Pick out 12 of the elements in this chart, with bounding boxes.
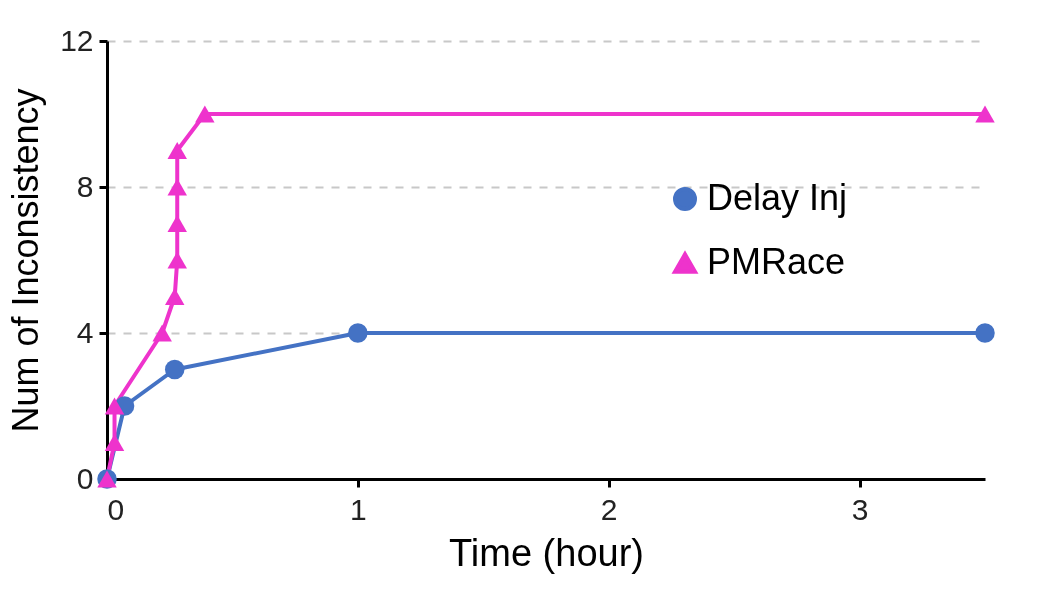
y-tick-label: 8 — [76, 169, 94, 203]
legend-label: Delay Inj — [707, 177, 848, 218]
x-tick-label: 2 — [600, 492, 618, 526]
y-tick-label: 0 — [76, 461, 94, 495]
y-tick-label: 4 — [76, 315, 94, 349]
x-tick-label: 1 — [350, 492, 367, 526]
legend-label: PMRace — [707, 241, 846, 282]
y-tick-label: 12 — [60, 23, 94, 57]
x-tick-label: 0 — [107, 492, 125, 526]
x-axis-title: Time (hour) — [449, 531, 644, 574]
y-axis-title: Num of Inconsistency — [5, 88, 47, 433]
x-tick-label: 3 — [851, 492, 869, 526]
